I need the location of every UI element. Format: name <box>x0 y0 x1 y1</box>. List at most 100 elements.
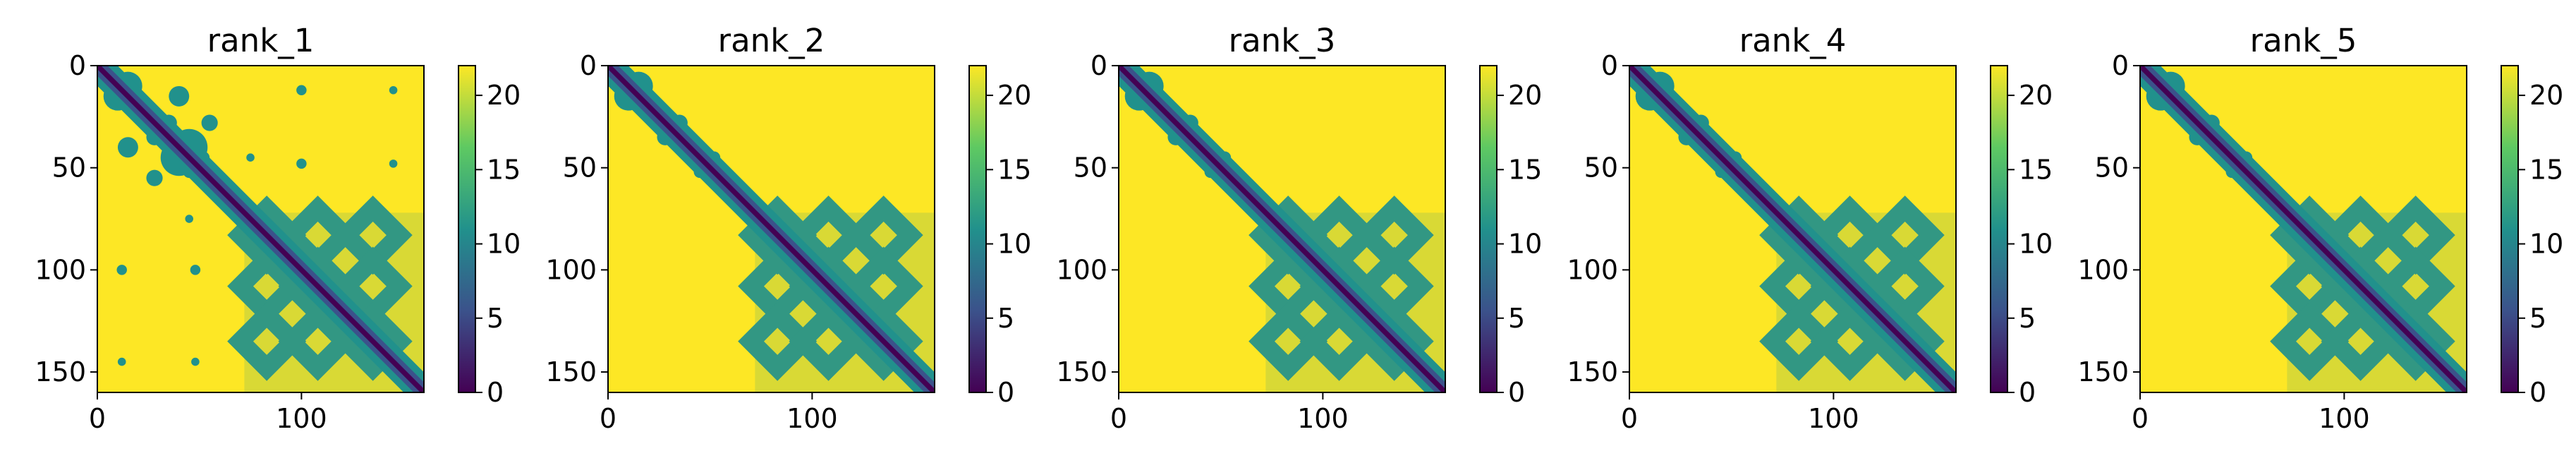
colorbar-gradient <box>1479 65 1497 393</box>
heatmap-image <box>1119 66 1445 392</box>
colorbar-tick-label: 5 <box>2529 303 2546 334</box>
contact-diamond <box>1759 301 1839 381</box>
y-tick-label: 0 <box>1090 50 1107 81</box>
contact-diamond <box>789 301 868 381</box>
colorbar-tick-label: 0 <box>487 377 504 408</box>
colorbar-tick-label: 0 <box>2529 377 2546 408</box>
y-tick-label: 50 <box>2095 152 2129 184</box>
colorbar-gradient <box>458 65 476 393</box>
contact-diamond <box>227 301 307 381</box>
contact-blob <box>389 85 398 95</box>
colorbar: 0 5 10 15 20 <box>458 65 521 408</box>
subplot-title: rank_4 <box>1739 22 1847 59</box>
y-tick-label: 150 <box>545 356 597 387</box>
y-tick-label: 0 <box>580 50 597 81</box>
contact-blob <box>191 357 200 366</box>
colorbar-tick-label: 10 <box>487 229 521 260</box>
contact-blob <box>296 158 307 169</box>
x-tick-label: 0 <box>600 403 616 434</box>
axes-frame <box>1629 65 1957 393</box>
axes-frame <box>1118 65 1446 393</box>
colorbar-tick-label: 10 <box>2529 229 2563 260</box>
diagonal-band-core <box>1119 66 1445 392</box>
colorbar-tick-label: 20 <box>2019 80 2053 111</box>
x-tick-label: 100 <box>2319 403 2370 434</box>
colorbar-tick-label: 0 <box>2019 377 2036 408</box>
colorbar-gradient <box>1990 65 2008 393</box>
y-tick-label: 0 <box>69 50 86 81</box>
colorbar-tick-label: 0 <box>997 377 1014 408</box>
y-tick-label: 0 <box>1601 50 1618 81</box>
contact-diamond <box>2270 301 2350 381</box>
colorbar-tick-label: 5 <box>487 303 504 334</box>
heatmap-image <box>2140 66 2467 392</box>
colorbar-tick-label: 15 <box>2529 154 2563 185</box>
contact-diamond <box>1810 301 1890 381</box>
y-tick-label: 150 <box>1056 356 1107 387</box>
colorbar-tick-label: 15 <box>2019 154 2053 185</box>
contact-diamond <box>278 301 358 381</box>
y-tick-label: 100 <box>35 254 86 285</box>
diagonal-band-core <box>1629 66 1956 392</box>
contact-diamond <box>1248 301 1328 381</box>
contact-blob <box>246 153 255 162</box>
colorbar-tick-label: 10 <box>997 229 1031 260</box>
colorbar-gradient <box>968 65 987 393</box>
colorbar: 0 5 10 15 20 <box>2501 65 2563 408</box>
contact-blob <box>116 265 127 275</box>
diagonal-band-core <box>608 66 935 392</box>
contact-blob <box>185 215 194 223</box>
axes-frame <box>607 65 935 393</box>
diagonal-band-core <box>2140 66 2467 392</box>
colorbar: 0 5 10 15 20 <box>1990 65 2053 408</box>
x-tick-label: 100 <box>1297 403 1349 434</box>
colorbar-tick-label: 15 <box>1508 154 1542 185</box>
colorbar-tick-label: 20 <box>1508 80 1542 111</box>
colorbar-tick-label: 20 <box>997 80 1031 111</box>
colorbar-tick-label: 0 <box>1508 377 1525 408</box>
diagonal-band-core <box>97 66 424 392</box>
x-tick-label: 0 <box>89 403 106 434</box>
x-tick-label: 0 <box>1110 403 1127 434</box>
heatmap-image <box>1629 66 1956 392</box>
colorbar-tick-label: 5 <box>1508 303 1525 334</box>
y-tick-label: 150 <box>35 356 86 387</box>
subplot-title: rank_1 <box>207 22 315 59</box>
subplot-5: rank_5 0 100 0 50 100 150 0 5 10 15 20 <box>2077 22 2563 434</box>
x-tick-label: 0 <box>1621 403 1638 434</box>
contact-blob <box>296 85 307 95</box>
y-tick-label: 50 <box>1584 152 1618 184</box>
axes-frame <box>2139 65 2467 393</box>
colorbar-tick-label: 20 <box>487 80 521 111</box>
colorbar-tick-label: 15 <box>487 154 521 185</box>
subplot-title: rank_2 <box>718 22 825 59</box>
y-tick-label: 100 <box>2077 254 2129 285</box>
y-tick-label: 100 <box>1567 254 1618 285</box>
subplot-title: rank_5 <box>2250 22 2357 59</box>
colorbar-tick-label: 10 <box>1508 229 1542 260</box>
x-tick-label: 100 <box>276 403 327 434</box>
y-tick-label: 50 <box>563 152 597 184</box>
y-tick-label: 100 <box>545 254 597 285</box>
colorbar-tick-label: 5 <box>997 303 1014 334</box>
contact-blob <box>389 160 398 168</box>
y-tick-label: 150 <box>2077 356 2129 387</box>
colorbar-tick-label: 20 <box>2529 80 2563 111</box>
y-tick-label: 100 <box>1056 254 1107 285</box>
subplot-title: rank_3 <box>1229 22 1336 59</box>
contact-blob <box>146 169 163 186</box>
contact-blob <box>117 357 126 366</box>
colorbar: 0 5 10 15 20 <box>968 65 1031 408</box>
heatmap-image <box>608 66 935 392</box>
y-tick-label: 0 <box>2112 50 2129 81</box>
colorbar-tick-label: 5 <box>2019 303 2036 334</box>
y-tick-label: 50 <box>1074 152 1107 184</box>
heatmap-image <box>97 66 424 392</box>
contact-blob <box>201 114 218 131</box>
x-tick-label: 100 <box>786 403 838 434</box>
